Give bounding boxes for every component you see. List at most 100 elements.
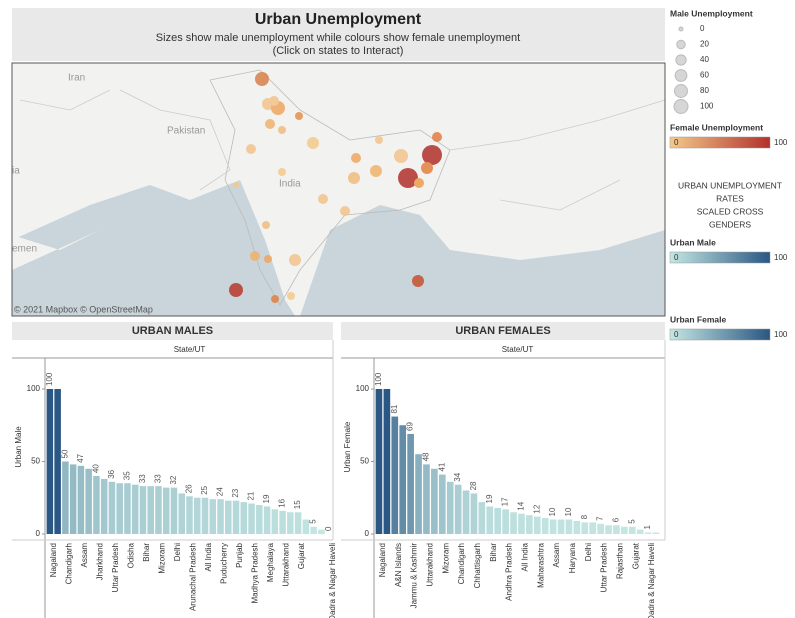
column-header: State/UT	[502, 345, 534, 354]
value-label: 33	[138, 474, 147, 483]
point[interactable]	[422, 145, 442, 165]
map[interactable]: Iran Pakistan India emen ia © 2021 Mapbo…	[12, 63, 665, 316]
point[interactable]	[289, 254, 301, 266]
point[interactable]	[287, 292, 295, 300]
bar	[652, 532, 660, 534]
point[interactable]	[269, 96, 279, 106]
point[interactable]	[295, 112, 303, 120]
title: Urban Unemployment	[255, 11, 422, 28]
bar	[77, 465, 85, 534]
value-label: 47	[76, 453, 85, 462]
point[interactable]	[351, 153, 361, 163]
x-tick-label: Gujarat	[631, 542, 640, 569]
size-swatch	[678, 26, 684, 32]
header-bg	[12, 8, 665, 61]
bar	[116, 483, 123, 534]
point[interactable]	[265, 119, 275, 129]
point[interactable]	[398, 168, 418, 188]
value-label: 69	[406, 422, 415, 431]
bar	[549, 519, 557, 534]
x-tick-label: All India	[204, 542, 213, 571]
value-label: 16	[278, 498, 287, 507]
bar	[170, 487, 178, 534]
x-tick-label: Chandigarh	[457, 543, 466, 584]
point[interactable]	[271, 295, 279, 303]
point[interactable]	[394, 149, 408, 163]
value-label: 32	[169, 475, 178, 484]
y-axis-title: Urban Female	[343, 421, 352, 472]
chart-title: URBAN FEMALES	[455, 325, 550, 337]
point[interactable]	[340, 206, 350, 216]
point[interactable]	[375, 136, 383, 144]
bar	[454, 484, 462, 534]
point[interactable]	[278, 168, 286, 176]
x-tick-label: Madhya Pradesh	[251, 543, 260, 603]
map-points[interactable]	[229, 72, 442, 303]
value-label: 41	[437, 462, 446, 471]
point[interactable]	[233, 182, 239, 188]
bar	[605, 525, 612, 534]
point[interactable]	[370, 165, 382, 177]
value-label: 8	[580, 514, 589, 519]
value-label: 12	[532, 504, 541, 513]
legend-label: 100	[774, 138, 788, 147]
bar	[486, 506, 494, 534]
point[interactable]	[262, 221, 270, 229]
bar	[201, 497, 209, 534]
bar	[573, 520, 581, 534]
point[interactable]	[307, 137, 319, 149]
point[interactable]	[278, 126, 286, 134]
chart-title-bg	[12, 322, 333, 340]
value-label: 10	[564, 507, 573, 516]
bar	[589, 522, 597, 534]
value-label: 100	[374, 372, 383, 386]
size-swatch	[674, 84, 688, 98]
point[interactable]	[229, 283, 243, 297]
bar	[209, 499, 217, 534]
legend-label: 0	[674, 330, 679, 339]
bar	[302, 519, 310, 534]
bar	[225, 500, 232, 534]
value-label: 10	[548, 507, 557, 516]
point[interactable]	[255, 72, 269, 86]
legend-title: Female Unemployment	[670, 122, 763, 132]
point[interactable]	[412, 275, 424, 287]
value-label: 5	[309, 519, 318, 524]
map-label: Pakistan	[167, 126, 205, 137]
value-label: 19	[262, 494, 271, 503]
point[interactable]	[414, 178, 424, 188]
x-tick-label: Rajasthan	[616, 543, 625, 579]
point[interactable]	[264, 255, 272, 263]
bar	[565, 519, 573, 534]
point[interactable]	[421, 162, 433, 174]
point[interactable]	[348, 172, 360, 184]
border	[209, 69, 451, 306]
bar	[526, 515, 533, 534]
value-label: 25	[200, 485, 209, 494]
value-label: 81	[390, 404, 399, 413]
bar	[69, 464, 77, 534]
point[interactable]	[318, 194, 328, 204]
bar	[557, 519, 565, 534]
bar	[621, 526, 628, 534]
point[interactable]	[250, 251, 260, 261]
bar	[155, 486, 162, 534]
legend-note: URBAN UNEMPLOYMENT	[678, 180, 782, 190]
value-label: 23	[231, 488, 240, 497]
value-label: 28	[469, 481, 478, 490]
x-tick-label: Punjab	[235, 542, 244, 567]
value-label: 24	[216, 487, 225, 496]
x-tick-label: Odisha	[126, 542, 135, 568]
point[interactable]	[432, 132, 442, 142]
sea	[300, 205, 665, 316]
x-tick-label: Jammu & Kashmir	[410, 543, 419, 609]
legend-label: 100	[774, 253, 788, 262]
bar	[533, 516, 541, 534]
bar	[124, 483, 131, 534]
point[interactable]	[246, 144, 256, 154]
value-label: 33	[154, 474, 163, 483]
bar	[636, 529, 644, 534]
map-label: Iran	[68, 73, 85, 84]
x-tick-label: Chandigarh	[64, 543, 73, 584]
x-tick-label: Delhi	[584, 543, 593, 561]
